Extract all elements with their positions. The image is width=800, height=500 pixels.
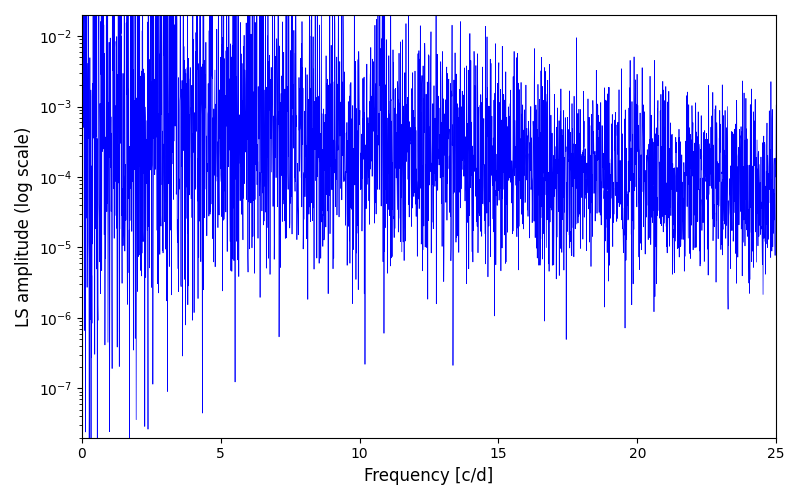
- Y-axis label: LS amplitude (log scale): LS amplitude (log scale): [15, 126, 33, 326]
- X-axis label: Frequency [c/d]: Frequency [c/d]: [364, 467, 494, 485]
